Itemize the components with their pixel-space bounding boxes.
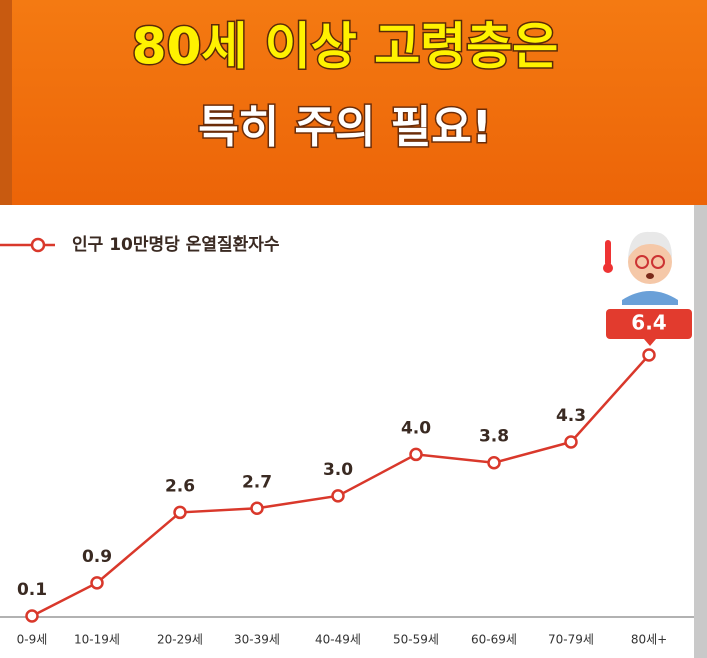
value-label: 3.8: [479, 427, 509, 447]
highlight-pointer: [644, 339, 656, 346]
data-point: [409, 447, 423, 462]
value-label: 2.7: [242, 472, 272, 492]
left-shade: [0, 0, 12, 205]
value-label: 4.3: [556, 406, 586, 426]
chart-title: 80세 이상 고령층은: [132, 18, 558, 76]
x-tick-label: 80세+: [631, 633, 667, 647]
legend-marker: [30, 237, 46, 253]
data-point: [250, 501, 264, 516]
right-border: [694, 205, 707, 658]
data-point: [173, 505, 187, 520]
x-tick-label: 70-79세: [548, 633, 594, 647]
value-label: 0.9: [82, 547, 112, 567]
legend-label: 인구 10만명당 온열질환자수: [72, 234, 280, 255]
x-tick-label: 40-49세: [315, 633, 361, 647]
data-point: [564, 435, 578, 449]
highlight-box: [606, 309, 692, 339]
chart-subtitle: 특히 주의 필요!: [198, 102, 492, 153]
data-point: [25, 609, 39, 623]
value-label: 0.1: [17, 580, 47, 600]
data-point: [642, 348, 656, 362]
x-tick-label: 30-39세: [234, 633, 280, 647]
value-label: 3.0: [323, 460, 353, 480]
data-point: [487, 455, 501, 470]
data-point: [331, 489, 345, 503]
value-label: 4.0: [401, 418, 431, 438]
x-tick-label: 10-19세: [74, 633, 120, 647]
x-tick-label: 0-9세: [17, 633, 48, 647]
value-label: 2.6: [165, 476, 195, 496]
x-tick-label: 60-69세: [471, 633, 517, 647]
elder-icon: [603, 231, 678, 305]
x-tick-label: 50-59세: [393, 633, 439, 647]
data-point: [90, 576, 104, 590]
plot-background: [0, 205, 707, 658]
header-background: [0, 0, 707, 205]
x-tick-label: 20-29세: [157, 633, 203, 647]
value-label: 6.4: [631, 311, 666, 335]
